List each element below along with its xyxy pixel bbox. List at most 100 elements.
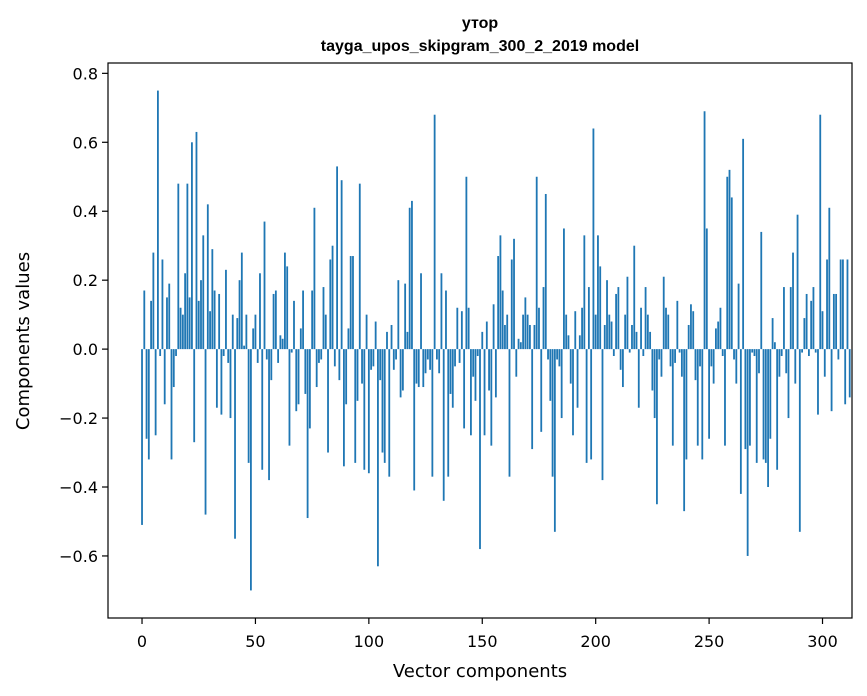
bar <box>320 349 323 360</box>
bar <box>408 207 411 350</box>
bar <box>594 314 597 350</box>
bar <box>472 349 475 377</box>
bar <box>147 349 150 460</box>
bar <box>667 314 670 350</box>
bar <box>274 290 277 350</box>
bar <box>374 321 377 350</box>
bar <box>685 349 688 460</box>
bar <box>254 314 257 350</box>
bar <box>286 266 289 350</box>
bar <box>826 259 828 350</box>
bar <box>159 349 162 357</box>
bar <box>163 349 166 405</box>
bar <box>227 349 230 363</box>
bar <box>553 349 556 532</box>
bar <box>640 307 642 350</box>
bar <box>470 349 472 436</box>
bar <box>252 328 255 350</box>
bar <box>789 287 792 350</box>
bar <box>665 307 667 350</box>
bar <box>819 114 822 350</box>
bar <box>411 200 413 350</box>
bar <box>157 90 159 350</box>
bar <box>592 128 595 350</box>
bar <box>798 349 801 532</box>
bar <box>744 349 747 450</box>
bar <box>261 349 264 470</box>
bar <box>347 328 350 350</box>
bar <box>188 297 191 350</box>
bar <box>556 349 559 360</box>
bar <box>265 349 268 360</box>
bar <box>442 349 445 501</box>
bar <box>787 349 790 419</box>
bar <box>284 252 286 350</box>
bar <box>485 321 488 350</box>
bar <box>506 314 509 350</box>
bar <box>578 335 581 350</box>
bar <box>501 290 504 350</box>
bar <box>218 293 221 350</box>
bar <box>708 349 710 439</box>
bar <box>315 349 318 388</box>
bar <box>660 349 663 377</box>
bar <box>220 349 223 415</box>
bar <box>422 349 425 388</box>
bar <box>721 349 724 357</box>
bar <box>737 283 740 350</box>
bar <box>749 349 751 446</box>
bar <box>794 349 797 384</box>
bar <box>767 349 769 488</box>
bar <box>352 256 354 350</box>
bar <box>488 349 490 391</box>
x-tick-label: 200 <box>580 632 611 651</box>
bar <box>413 349 416 491</box>
bar <box>551 349 554 477</box>
bar <box>603 324 606 350</box>
bar <box>510 259 513 350</box>
bar <box>197 300 200 350</box>
bar <box>785 349 788 374</box>
bar <box>356 349 359 401</box>
bar <box>538 307 540 350</box>
bar <box>687 324 690 350</box>
bar <box>152 252 155 350</box>
bar <box>213 290 216 350</box>
bar <box>755 349 758 463</box>
bar <box>449 349 452 394</box>
bar <box>801 349 803 353</box>
bar <box>231 314 234 350</box>
bar <box>236 318 239 350</box>
chart-title: утор <box>462 15 498 32</box>
bar <box>297 349 300 405</box>
bar <box>821 311 824 350</box>
bar <box>481 331 484 350</box>
bar <box>311 290 314 350</box>
bar <box>742 138 745 350</box>
bar <box>705 228 708 350</box>
bar <box>617 287 620 350</box>
bar <box>692 311 695 350</box>
bar <box>694 349 697 381</box>
bar <box>388 349 391 477</box>
bar <box>649 331 652 350</box>
y-tick-label: 0.8 <box>73 64 98 83</box>
bar <box>724 349 726 446</box>
bar <box>424 349 427 374</box>
bar <box>465 176 468 350</box>
bar <box>474 349 477 401</box>
bar <box>361 349 363 384</box>
bar <box>490 349 493 446</box>
bar <box>290 349 293 353</box>
bar <box>524 297 527 350</box>
bar <box>733 349 735 360</box>
bar <box>703 111 706 350</box>
bar <box>222 349 225 357</box>
bar <box>467 307 470 350</box>
bar <box>281 338 284 350</box>
x-tick-label: 250 <box>694 632 725 651</box>
bar <box>433 114 436 350</box>
bar <box>823 349 826 377</box>
bar <box>343 349 345 467</box>
bar <box>202 235 205 350</box>
